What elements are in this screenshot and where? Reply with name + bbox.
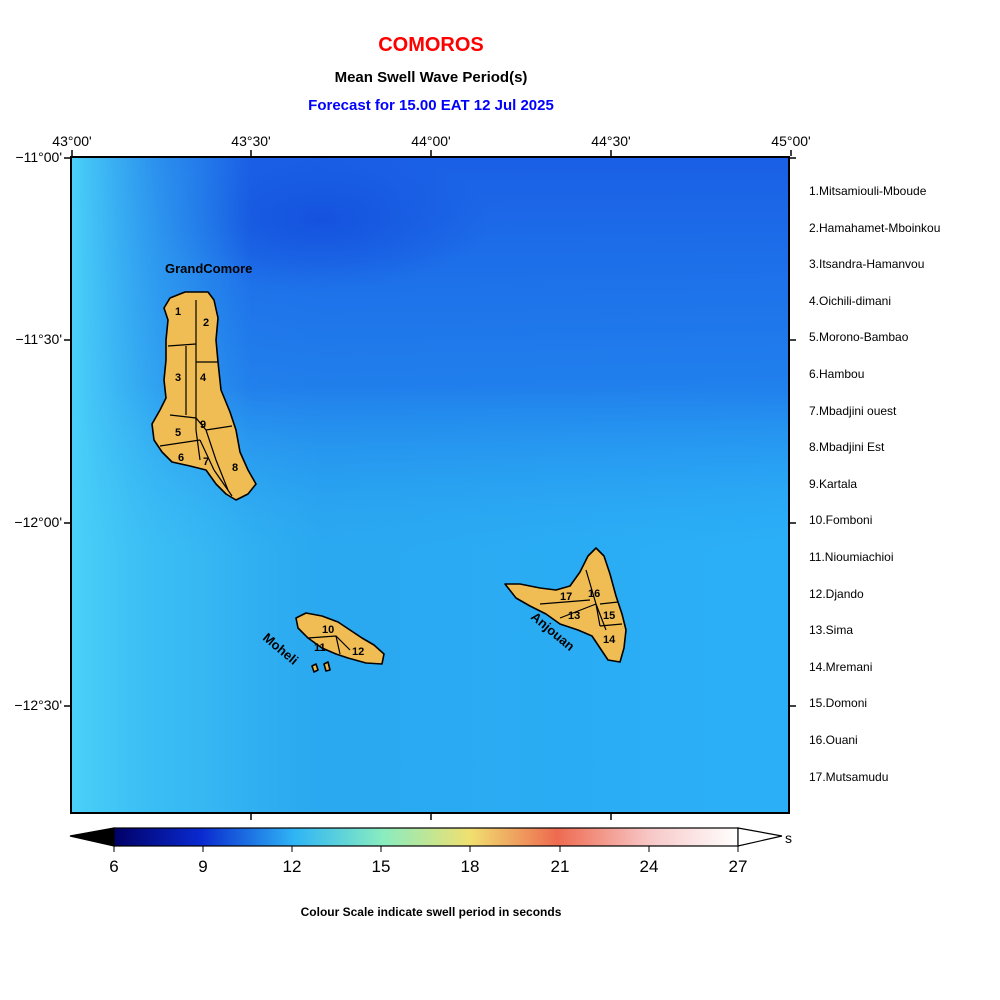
anjouan-district-borders [539, 569, 623, 631]
district-number: 3 [175, 372, 181, 384]
legend-item: 9.Kartala [809, 476, 858, 491]
district-number: 4 [200, 372, 207, 384]
district-number: 12 [352, 646, 364, 658]
legend-item: 4.Oichili-dimani [809, 293, 892, 308]
district-number: 9 [200, 419, 206, 431]
district-number: 14 [603, 634, 616, 646]
map-title: COMOROS [378, 34, 484, 56]
district-number: 11 [314, 642, 326, 654]
legend-item: 10.Fomboni [809, 513, 873, 528]
lon-tick-label: 43°30' [231, 133, 271, 149]
colorbar-tick: 15 [371, 857, 391, 876]
district-number: 2 [203, 317, 209, 329]
colorbar-tick: 12 [282, 857, 302, 876]
legend-item: 15.Domoni [809, 696, 868, 711]
legend-item: 17.Mutsamudu [809, 769, 889, 784]
district-number: 7 [203, 456, 209, 468]
district-number: 8 [232, 462, 238, 474]
lon-tick-label: 44°30' [591, 133, 631, 149]
colorbar-tick: 27 [728, 857, 748, 876]
grand-comore-district-borders [159, 300, 233, 497]
district-number: 17 [560, 591, 572, 603]
grand-comore-island [151, 291, 257, 501]
colorbar-tick: 21 [550, 857, 570, 876]
district-number: 13 [568, 610, 580, 622]
legend-item: 1.Mitsamiouli-Mboude [809, 184, 927, 198]
district-legend: 1.Mitsamiouli-Mboude 2.Hamahamet-Mboinko… [809, 173, 940, 795]
colorbar-unit: s [785, 830, 792, 846]
map-subtitle: Mean Swell Wave Period(s) [334, 69, 528, 86]
colorbar [69, 827, 783, 852]
legend-item: 11.Nioumiachioi [809, 549, 894, 564]
colorbar-tick: 9 [198, 857, 208, 876]
colorbar-high-arrow [737, 827, 783, 847]
lat-tick-label: −12°00' [14, 514, 62, 530]
colorbar-gradient [113, 827, 739, 847]
lat-tick-label: −12°30' [14, 697, 62, 713]
lon-tick-label: 44°00' [411, 133, 451, 149]
district-number: 5 [175, 427, 181, 439]
island-label: GrandComore [165, 261, 252, 276]
legend-item: 5.Morono-Bambao [809, 330, 909, 345]
district-number: 15 [603, 610, 615, 622]
colorbar-caption: Colour Scale indicate swell period in se… [300, 905, 562, 919]
colorbar-tick: 18 [460, 857, 480, 876]
legend-item: 13.Sima [809, 623, 854, 638]
moheli-island [295, 612, 385, 673]
legend-item: 12.Djando [809, 586, 864, 601]
legend-item: 16.Ouani [809, 732, 858, 747]
lon-tick-label: 43°00' [52, 133, 92, 149]
legend-item: 7.Mbadjini ouest [809, 403, 897, 418]
district-number: 1 [175, 306, 181, 318]
anjouan-island [504, 547, 627, 663]
forecast-time: Forecast for 15.00 EAT 12 Jul 2025 [308, 97, 554, 114]
lat-tick-label: −11°30' [15, 331, 62, 347]
lon-tick-label: 45°00' [771, 133, 811, 149]
legend-item: 8.Mbadjini Est [809, 440, 885, 455]
district-number: 6 [178, 452, 184, 464]
colorbar-tick: 24 [639, 857, 659, 876]
legend-item: 6.Hambou [809, 366, 865, 381]
district-number: 16 [588, 588, 600, 600]
map-panel[interactable]: GrandComore Moheli Anjouan 1 2 3 4 5 6 7… [70, 156, 790, 814]
colorbar-low-arrow [69, 827, 115, 847]
colorbar-tick: 6 [109, 857, 119, 876]
legend-item: 2.Hamahamet-Mboinkou [809, 220, 941, 235]
legend-item: 3.Itsandra-Hamanvou [809, 257, 925, 272]
district-number: 10 [322, 624, 334, 636]
moheli-district-borders [307, 635, 351, 655]
lat-tick-label: −11°00' [15, 149, 62, 165]
swell-period-map: GrandComore Moheli Anjouan 1 2 3 4 5 6 7… [72, 158, 788, 812]
legend-item: 14.Mremani [809, 659, 873, 674]
